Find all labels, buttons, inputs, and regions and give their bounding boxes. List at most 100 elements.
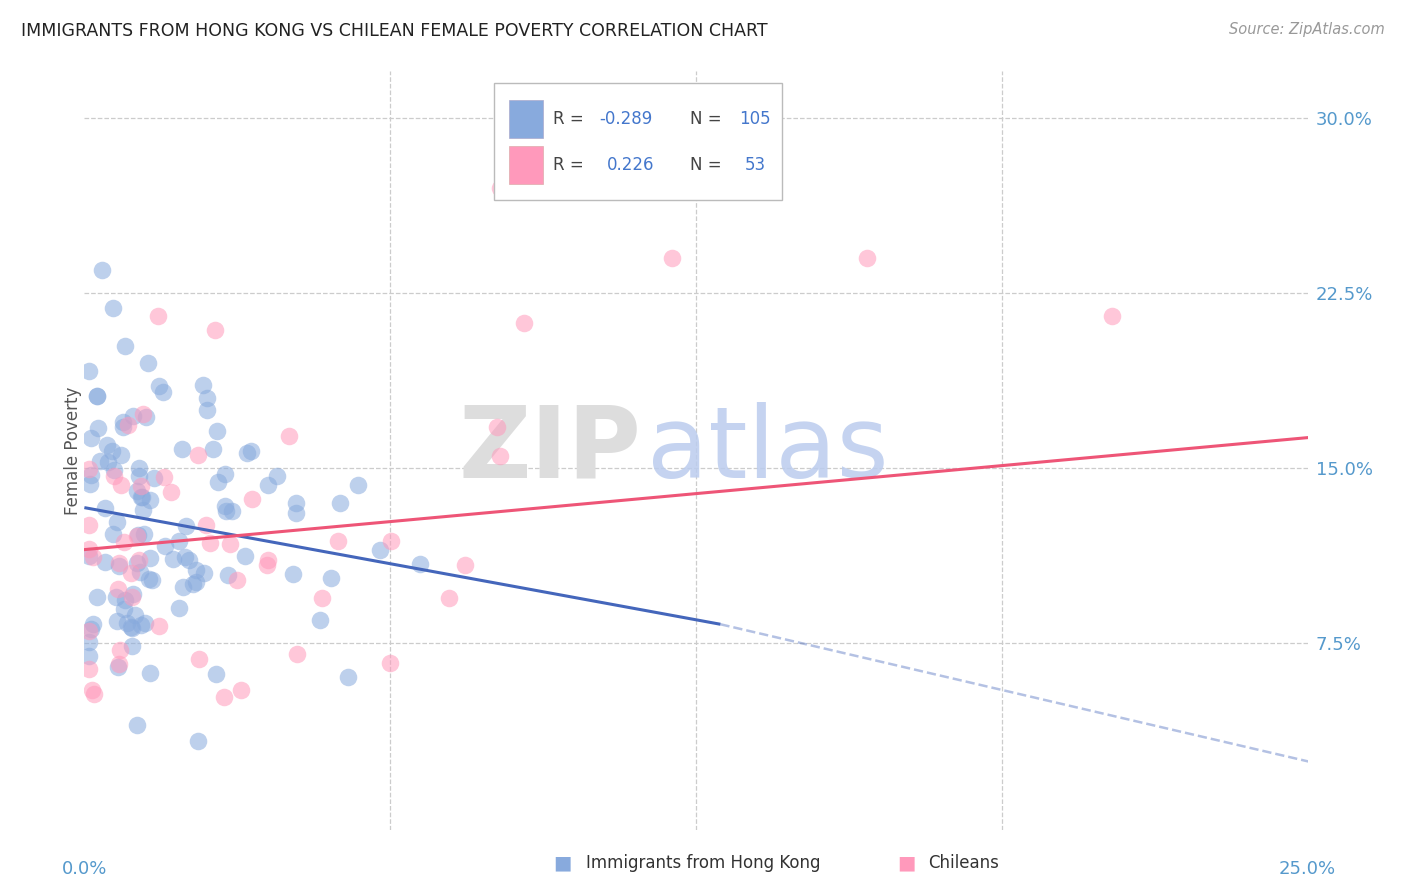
Point <box>114 602 136 616</box>
Point <box>77 549 100 563</box>
Point <box>80 468 103 483</box>
Point <box>188 652 211 666</box>
Point <box>139 665 162 680</box>
Point <box>195 391 218 405</box>
Point <box>128 553 150 567</box>
Point <box>229 683 252 698</box>
Point <box>184 562 207 576</box>
Point <box>107 582 129 597</box>
Point <box>194 517 217 532</box>
Text: N =: N = <box>690 110 727 128</box>
Point <box>89 454 111 468</box>
Point <box>80 431 103 445</box>
Point <box>215 504 238 518</box>
FancyBboxPatch shape <box>494 83 782 201</box>
Point <box>127 528 149 542</box>
Point <box>174 519 197 533</box>
Point <box>187 733 209 747</box>
Point <box>167 600 190 615</box>
Point <box>101 444 124 458</box>
Point <box>121 621 143 635</box>
Point <box>122 587 145 601</box>
Point <box>107 556 129 570</box>
Point <box>309 613 332 627</box>
Point <box>82 617 104 632</box>
Point <box>257 477 280 491</box>
Point <box>86 590 108 604</box>
Text: -0.289: -0.289 <box>599 110 652 128</box>
Point <box>93 554 115 568</box>
Point <box>454 558 477 573</box>
Point <box>225 573 247 587</box>
Point <box>141 573 163 587</box>
Point <box>77 662 100 676</box>
Point <box>114 593 136 607</box>
Point <box>380 534 402 549</box>
Point <box>129 490 152 504</box>
Point <box>127 556 149 570</box>
Point <box>131 490 153 504</box>
Text: atlas: atlas <box>647 402 889 499</box>
Point <box>136 356 159 370</box>
Point <box>266 468 288 483</box>
Point <box>311 591 333 605</box>
Point <box>202 442 225 457</box>
Point <box>319 570 342 584</box>
Text: Immigrants from Hong Kong: Immigrants from Hong Kong <box>586 855 820 872</box>
Point <box>132 527 155 541</box>
Point <box>285 506 308 520</box>
Point <box>256 558 278 572</box>
Point <box>1101 310 1123 324</box>
Point <box>148 309 170 323</box>
Point <box>134 616 156 631</box>
Point <box>856 251 879 265</box>
Point <box>110 448 132 462</box>
Point <box>125 529 148 543</box>
Point <box>513 316 536 330</box>
Point <box>143 471 166 485</box>
Point <box>347 478 370 492</box>
Point <box>90 263 112 277</box>
Point <box>101 301 124 315</box>
Point <box>193 566 215 580</box>
Text: R =: R = <box>553 155 595 174</box>
Point <box>329 496 352 510</box>
Point <box>204 666 226 681</box>
Point <box>80 683 103 698</box>
Text: ■: ■ <box>553 854 572 872</box>
Point <box>489 450 512 464</box>
Point <box>198 536 221 550</box>
Point <box>94 501 117 516</box>
Text: R =: R = <box>553 110 589 128</box>
Point <box>77 635 100 649</box>
Point <box>409 557 432 571</box>
Point <box>138 493 160 508</box>
Point <box>97 455 120 469</box>
Point <box>87 421 110 435</box>
Point <box>138 551 160 566</box>
Point <box>167 534 190 549</box>
Point <box>79 477 101 491</box>
Point <box>195 402 218 417</box>
Point <box>221 504 243 518</box>
Point <box>378 656 401 670</box>
Text: Chileans: Chileans <box>928 855 998 872</box>
Point <box>121 409 143 423</box>
Point <box>115 616 138 631</box>
Point <box>128 469 150 483</box>
Point <box>233 549 256 563</box>
Text: Source: ZipAtlas.com: Source: ZipAtlas.com <box>1229 22 1385 37</box>
Point <box>96 438 118 452</box>
Point <box>337 670 360 684</box>
Point <box>205 424 228 438</box>
Point <box>107 660 129 674</box>
Point <box>103 468 125 483</box>
Point <box>128 461 150 475</box>
Point <box>193 378 215 392</box>
Point <box>187 448 209 462</box>
Point <box>112 415 135 429</box>
Point <box>111 419 134 434</box>
Point <box>257 553 280 567</box>
Point <box>117 418 139 433</box>
Point <box>173 549 195 564</box>
